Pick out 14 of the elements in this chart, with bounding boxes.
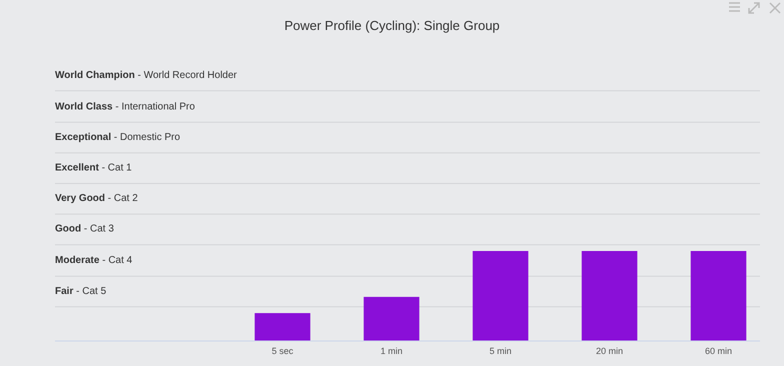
x-tick-label: 5 sec bbox=[272, 346, 294, 356]
x-tick-label: 1 min bbox=[380, 346, 403, 356]
ref-line-label: Excellent - Cat 1 bbox=[55, 162, 132, 174]
x-tick-label: 20 min bbox=[596, 346, 624, 356]
x-tick-label: 5 min bbox=[489, 346, 512, 356]
ref-line-label: Moderate - Cat 4 bbox=[55, 255, 133, 266]
ref-line-label: Very Good - Cat 2 bbox=[55, 193, 138, 204]
chart-title: Power Profile (Cycling): Single Group bbox=[284, 18, 500, 33]
x-tick-label: 60 min bbox=[704, 346, 732, 356]
ref-line-label: Fair - Cat 5 bbox=[55, 286, 107, 297]
ref-line-label: Exceptional - Domestic Pro bbox=[55, 132, 180, 143]
ref-line-label: World Class - International Pro bbox=[55, 101, 196, 112]
ref-line-label: World Champion - World Record Holder bbox=[55, 70, 238, 81]
ref-line-label: Good - Cat 3 bbox=[55, 224, 114, 235]
